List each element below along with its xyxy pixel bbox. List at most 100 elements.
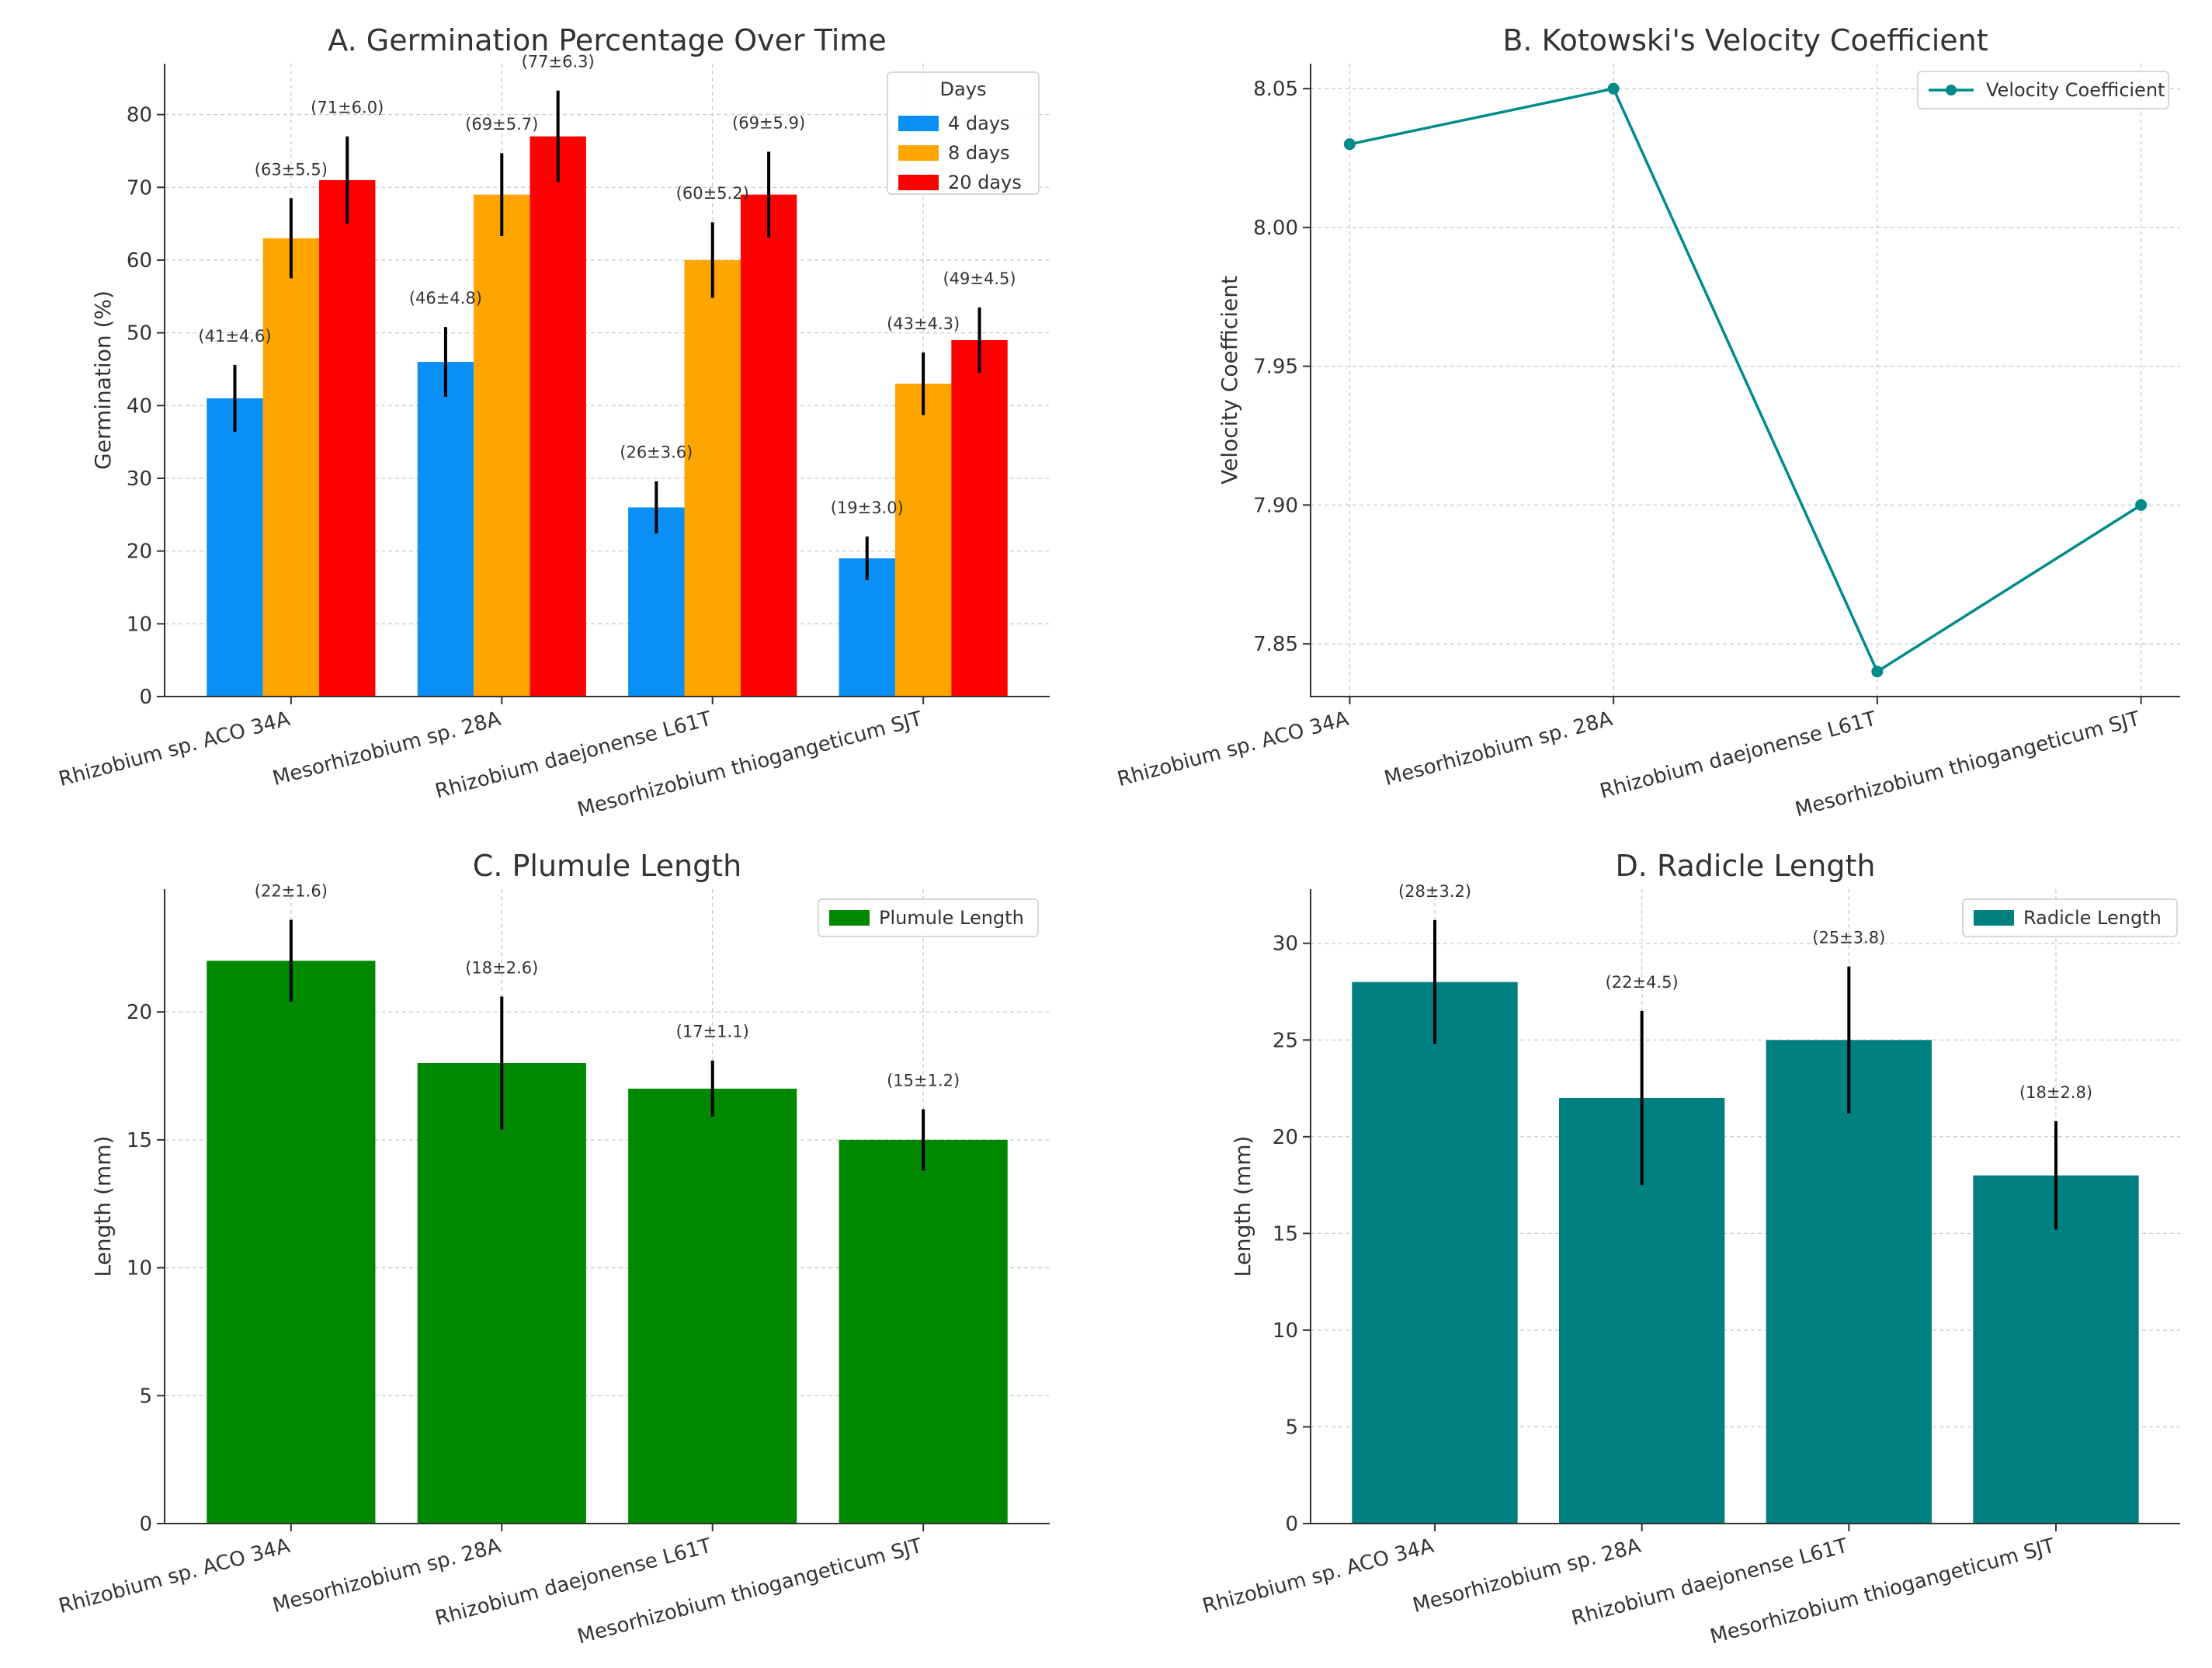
legend-swatch (1974, 910, 2014, 926)
series-line-velocity-coefficient (1349, 87, 2142, 674)
panel-a-germination-chart: (41±4.6) (46±4.8) (26±3.6) (19±3.0) (63±5.5)… (57, 23, 1050, 822)
legend-marker (1946, 85, 1957, 96)
bar-4-days-mesorhizobium-sp-28a (417, 362, 474, 697)
y-tick-label: 5 (139, 1385, 152, 1408)
y-tick-label: 30 (1273, 933, 1298, 956)
panel-b-velocity-chart: 7.85 7.90 7.95 8.00 8.05 Rhizobium sp. ACO 34… (1115, 23, 2180, 822)
data-label: (15±1.2) (887, 1071, 960, 1089)
data-label: (46±4.8) (409, 289, 482, 308)
y-tick-label: 0 (139, 1513, 152, 1536)
y-tick-label: 7.95 (1253, 356, 1298, 379)
data-label: (69±5.9) (732, 113, 805, 132)
bar-8-days-mesorhizobium-sp-28a (474, 194, 530, 697)
y-tick-label: 40 (127, 394, 152, 418)
y-tick-label: 30 (127, 467, 152, 491)
y-tick-label: 0 (139, 686, 152, 709)
bar-radicle-length-rhizobium-sp-aco-34a (1352, 982, 1518, 1524)
y-tick-label: 50 (127, 322, 152, 346)
data-label: (63±5.5) (255, 160, 328, 179)
data-point-rhizobium-daejonense-l61t (1871, 665, 1884, 678)
x-tick-label: Rhizobium sp. ACO 34A (57, 1534, 293, 1618)
axis-spine (1310, 64, 2180, 697)
y-tick-label: 0 (1285, 1513, 1298, 1536)
y-axis-label: Germination (%) (90, 290, 116, 470)
bar-8-days-rhizobium-sp-aco-34a (262, 238, 320, 697)
chart-title: B. Kotowski's Velocity Coefficient (1502, 23, 1988, 57)
data-label: (71±6.0) (311, 99, 384, 117)
legend-swatch (829, 910, 870, 926)
legend-title: Days (940, 78, 987, 100)
y-axis-label: Velocity Coefficient (1217, 276, 1242, 485)
legend-box (887, 71, 1040, 195)
y-axis-label: Length (mm) (1230, 1136, 1255, 1277)
x-tick-label: Mesorhizobium thiogangeticum SJT (575, 1534, 925, 1649)
data-label: (60±5.2) (676, 184, 749, 203)
y-tick-label: 7.90 (1253, 494, 1298, 517)
y-tick-label: 8.00 (1253, 217, 1298, 240)
data-label: (69±5.7) (465, 115, 538, 134)
legend-entry: Velocity Coefficient (1986, 79, 2165, 101)
y-tick-label: 60 (127, 249, 152, 273)
bar-plumule-length-mesorhizobium-sp-28a (417, 1063, 586, 1524)
x-tick-label: Rhizobium sp. ACO 34A (57, 707, 293, 791)
legend-swatch (898, 116, 939, 131)
chart-title: C. Plumule Length (473, 849, 741, 883)
x-tick-label: Rhizobium sp. ACO 34A (1115, 707, 1351, 791)
bar-plumule-length-rhizobium-daejonense-l61t (628, 1088, 797, 1524)
data-point-rhizobium-sp-aco-34a (1343, 138, 1356, 151)
data-label: (25±3.8) (1812, 929, 1885, 947)
bar-radicle-length-mesorhizobium-thiogangeticum-sjt (1973, 1175, 2139, 1524)
y-tick-label: 8.05 (1253, 78, 1298, 101)
legend-entry: 8 days (948, 142, 1010, 164)
y-tick-label: 10 (127, 1257, 152, 1281)
bar-4-days-mesorhizobium-thiogangeticum-sjt (839, 558, 895, 697)
data-label: (18±2.6) (465, 958, 538, 977)
bar-plumule-length-rhizobium-sp-aco-34a (207, 961, 376, 1524)
legend: Plumule Length (818, 898, 1039, 937)
legend-entry: 20 days (948, 172, 1022, 193)
panel-d-radicle-chart: (28±3.2) (22±4.5) (25±3.8) (18±2.8) 0 5 10 15 20… (1200, 849, 2180, 1649)
data-label: (18±2.8) (2019, 1083, 2092, 1102)
chart-title: D. Radicle Length (1616, 849, 1876, 883)
bar-8-days-rhizobium-daejonense-l61t (684, 259, 741, 697)
y-tick-label: 15 (127, 1129, 152, 1152)
data-label: (19±3.0) (831, 499, 904, 517)
bar-8-days-mesorhizobium-thiogangeticum-sjt (894, 384, 952, 697)
legend-box (1962, 898, 2178, 937)
data-label: (17±1.1) (676, 1023, 749, 1041)
bar-20-days-rhizobium-daejonense-l61t (740, 194, 797, 697)
y-tick-label: 5 (1285, 1416, 1298, 1439)
legend-entry: Plumule Length (879, 907, 1024, 929)
y-tick-label: 80 (127, 104, 152, 127)
x-tick-label: Mesorhizobium sp. 28A (1382, 707, 1615, 791)
y-tick-label: 20 (1273, 1126, 1298, 1149)
panel-c-plumule-chart: (22±1.6) (18±2.6) (17±1.1) (15±1.2) 0 5 10 15 20… (57, 849, 1050, 1649)
data-label: (22±4.5) (1606, 973, 1679, 992)
y-tick-label: 25 (1273, 1029, 1298, 1052)
x-tick-label: Rhizobium sp. ACO 34A (1200, 1534, 1436, 1618)
y-tick-label: 20 (127, 540, 152, 564)
legend-box (1917, 71, 2169, 109)
bar-20-days-rhizobium-sp-aco-34a (319, 179, 376, 697)
chart-title: A. Germination Percentage Over Time (328, 23, 886, 57)
data-point-mesorhizobium-sp-28a (1607, 82, 1620, 95)
legend-box (818, 898, 1039, 937)
data-label: (77±6.3) (522, 53, 595, 71)
data-label: (49±4.5) (943, 269, 1016, 288)
legend: Radicle Length (1962, 898, 2178, 937)
bar-4-days-rhizobium-sp-aco-34a (207, 398, 263, 697)
data-label: (26±3.6) (620, 443, 693, 462)
legend-entry: Radicle Length (2023, 907, 2162, 929)
y-tick-label: 10 (127, 613, 152, 636)
y-tick-label: 15 (1273, 1222, 1298, 1246)
bar-20-days-mesorhizobium-thiogangeticum-sjt (951, 339, 1008, 697)
y-tick-label: 20 (127, 1001, 152, 1024)
legend-swatch (898, 175, 939, 190)
legend-entry: 4 days (948, 113, 1010, 134)
bar-4-days-rhizobium-daejonense-l61t (628, 507, 685, 697)
bar-plumule-length-mesorhizobium-thiogangeticum-sjt (839, 1139, 1008, 1524)
data-label: (22±1.6) (255, 882, 328, 901)
legend: Days 4 days 8 days 20 days (887, 71, 1040, 195)
legend-swatch (898, 145, 939, 161)
